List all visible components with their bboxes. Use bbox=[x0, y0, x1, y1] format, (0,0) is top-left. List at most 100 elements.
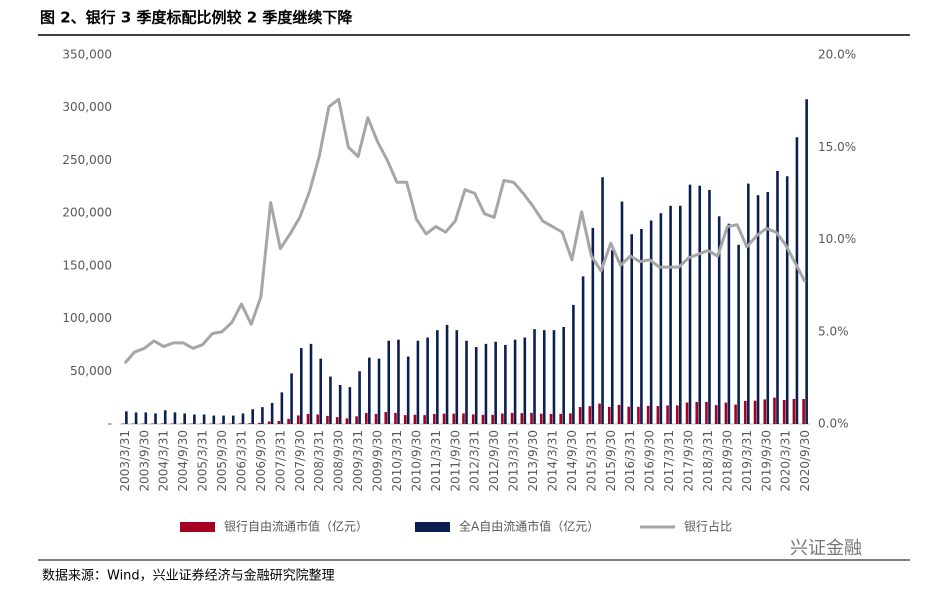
bar bbox=[630, 234, 634, 424]
x-tick-label: 2008/9/30 bbox=[332, 430, 346, 492]
bar bbox=[744, 400, 747, 424]
bar bbox=[267, 421, 271, 424]
bar bbox=[474, 347, 478, 424]
bar bbox=[578, 407, 582, 424]
bar bbox=[591, 227, 595, 424]
bar bbox=[248, 423, 251, 424]
x-tick-label: 2016/3/31 bbox=[623, 430, 637, 492]
bar bbox=[377, 358, 381, 424]
bar bbox=[413, 414, 417, 424]
x-tick-label: 2009/9/30 bbox=[371, 430, 385, 492]
x-tick-label: 2017/3/31 bbox=[662, 430, 676, 492]
x-tick-label: 2017/9/30 bbox=[682, 430, 696, 492]
bar bbox=[649, 220, 653, 424]
x-tick-label: 2020/9/30 bbox=[798, 430, 812, 492]
bar bbox=[452, 413, 456, 424]
bar bbox=[539, 413, 543, 424]
bar bbox=[345, 418, 349, 424]
bar bbox=[610, 250, 614, 424]
legend-label: 银行自由流通市值（亿元） bbox=[224, 519, 368, 534]
source: 数据来源：Wind，兴业证券经济与金融研究院整理 bbox=[42, 568, 335, 584]
bar bbox=[795, 137, 799, 424]
x-tick-label: 2011/9/30 bbox=[448, 430, 462, 492]
bar bbox=[562, 327, 565, 424]
bar bbox=[607, 406, 611, 424]
bar bbox=[766, 192, 770, 424]
x-tick-label: 2018/3/31 bbox=[701, 430, 715, 492]
x-tick-label: 2010/3/31 bbox=[390, 430, 404, 492]
bar bbox=[776, 170, 779, 424]
chart-title: 图 2、银行 3 季度标配比例较 2 季度继续下降 bbox=[40, 9, 353, 27]
bar bbox=[471, 414, 475, 424]
bar bbox=[326, 415, 329, 424]
bar bbox=[510, 412, 514, 424]
x-tick-label: 2004/9/30 bbox=[176, 430, 190, 492]
bar bbox=[309, 343, 313, 424]
y-tick-label: 50,000 bbox=[70, 364, 112, 378]
bar bbox=[193, 414, 196, 424]
bar bbox=[542, 330, 546, 424]
bar bbox=[241, 413, 245, 424]
bar bbox=[734, 404, 737, 424]
bar bbox=[533, 329, 536, 424]
bar bbox=[374, 413, 378, 424]
bar bbox=[666, 405, 669, 424]
bar bbox=[646, 405, 650, 424]
y-tick-label: 250,000 bbox=[62, 153, 112, 167]
x-tick-label: 2004/3/31 bbox=[157, 430, 171, 492]
bar bbox=[287, 418, 290, 424]
bar bbox=[481, 414, 485, 424]
bar bbox=[805, 99, 808, 424]
y-tick-label: 200,000 bbox=[62, 206, 112, 220]
bar bbox=[423, 415, 426, 424]
bar bbox=[727, 223, 731, 424]
bar bbox=[724, 402, 728, 424]
x-tick-label: 2015/9/30 bbox=[604, 430, 618, 492]
bar bbox=[384, 412, 388, 424]
bar bbox=[270, 402, 274, 424]
x-tick-label: 2012/3/31 bbox=[468, 430, 482, 492]
bar bbox=[251, 409, 254, 424]
bar bbox=[763, 399, 767, 424]
bar bbox=[358, 371, 361, 424]
bar bbox=[581, 276, 585, 424]
bar bbox=[296, 415, 300, 424]
bar bbox=[277, 420, 281, 424]
bar bbox=[406, 356, 410, 424]
x-tick-label: 2005/9/30 bbox=[215, 430, 229, 492]
bar bbox=[355, 416, 358, 424]
bar bbox=[170, 423, 174, 424]
bar bbox=[387, 340, 391, 424]
bar bbox=[231, 415, 235, 424]
x-tick-label: 2015/3/31 bbox=[584, 430, 598, 492]
bar bbox=[436, 330, 439, 424]
bar bbox=[335, 417, 339, 424]
watermark: 兴证金融 bbox=[790, 538, 862, 559]
y2-tick-label: 5.0% bbox=[818, 324, 849, 338]
bar bbox=[280, 392, 284, 424]
bar bbox=[144, 412, 148, 424]
bar bbox=[523, 337, 527, 424]
bar bbox=[154, 413, 157, 424]
bar bbox=[598, 403, 601, 424]
bar bbox=[688, 184, 692, 424]
bar bbox=[792, 399, 796, 424]
bar bbox=[620, 201, 624, 424]
bar bbox=[238, 423, 242, 424]
bar bbox=[513, 339, 517, 424]
y-tick-label: 350,000 bbox=[62, 48, 112, 62]
legend-label: 银行占比 bbox=[684, 519, 732, 534]
x-tick-label: 2007/9/30 bbox=[293, 430, 307, 492]
bar bbox=[484, 343, 488, 424]
bar bbox=[290, 373, 293, 424]
bar bbox=[163, 410, 167, 424]
bar bbox=[501, 413, 504, 424]
x-tick-label: 2005/3/31 bbox=[196, 430, 210, 492]
bar bbox=[717, 216, 721, 424]
bar bbox=[676, 405, 679, 424]
bar bbox=[640, 228, 643, 424]
bar bbox=[403, 415, 407, 424]
bar bbox=[306, 413, 310, 424]
bar bbox=[319, 358, 323, 424]
